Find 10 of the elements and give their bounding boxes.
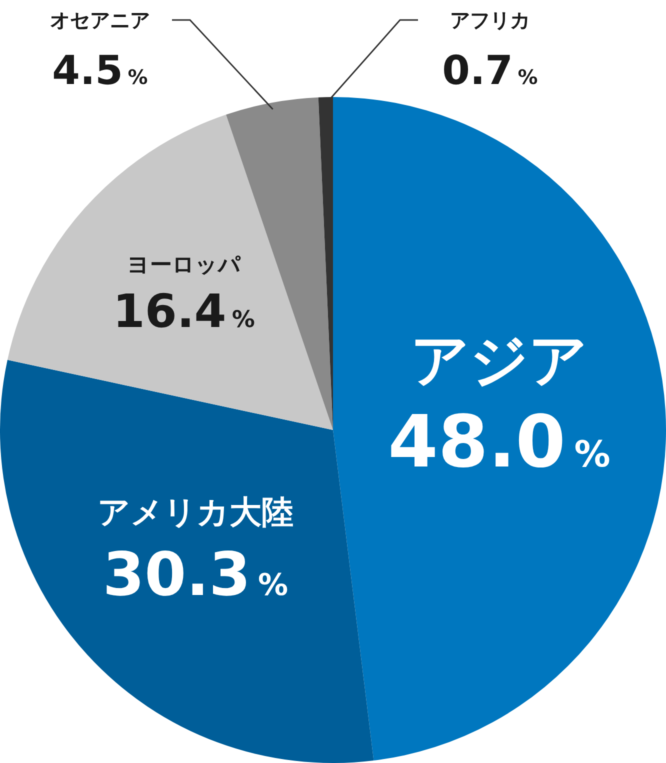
slice-label: アジア [410,326,588,394]
slice-label: アフリカ [450,8,530,32]
data-label: 48.0% [388,400,610,484]
slice-label: アメリカ大陸 [97,492,294,531]
data-label: 0.7% [442,48,538,94]
slice-label: ヨーロッパ [126,252,241,278]
data-label: 16.4% [112,284,255,338]
data-label: 30.3% [102,540,288,610]
slice-label: オセアニア [50,8,150,32]
data-label: 4.5% [52,48,148,94]
